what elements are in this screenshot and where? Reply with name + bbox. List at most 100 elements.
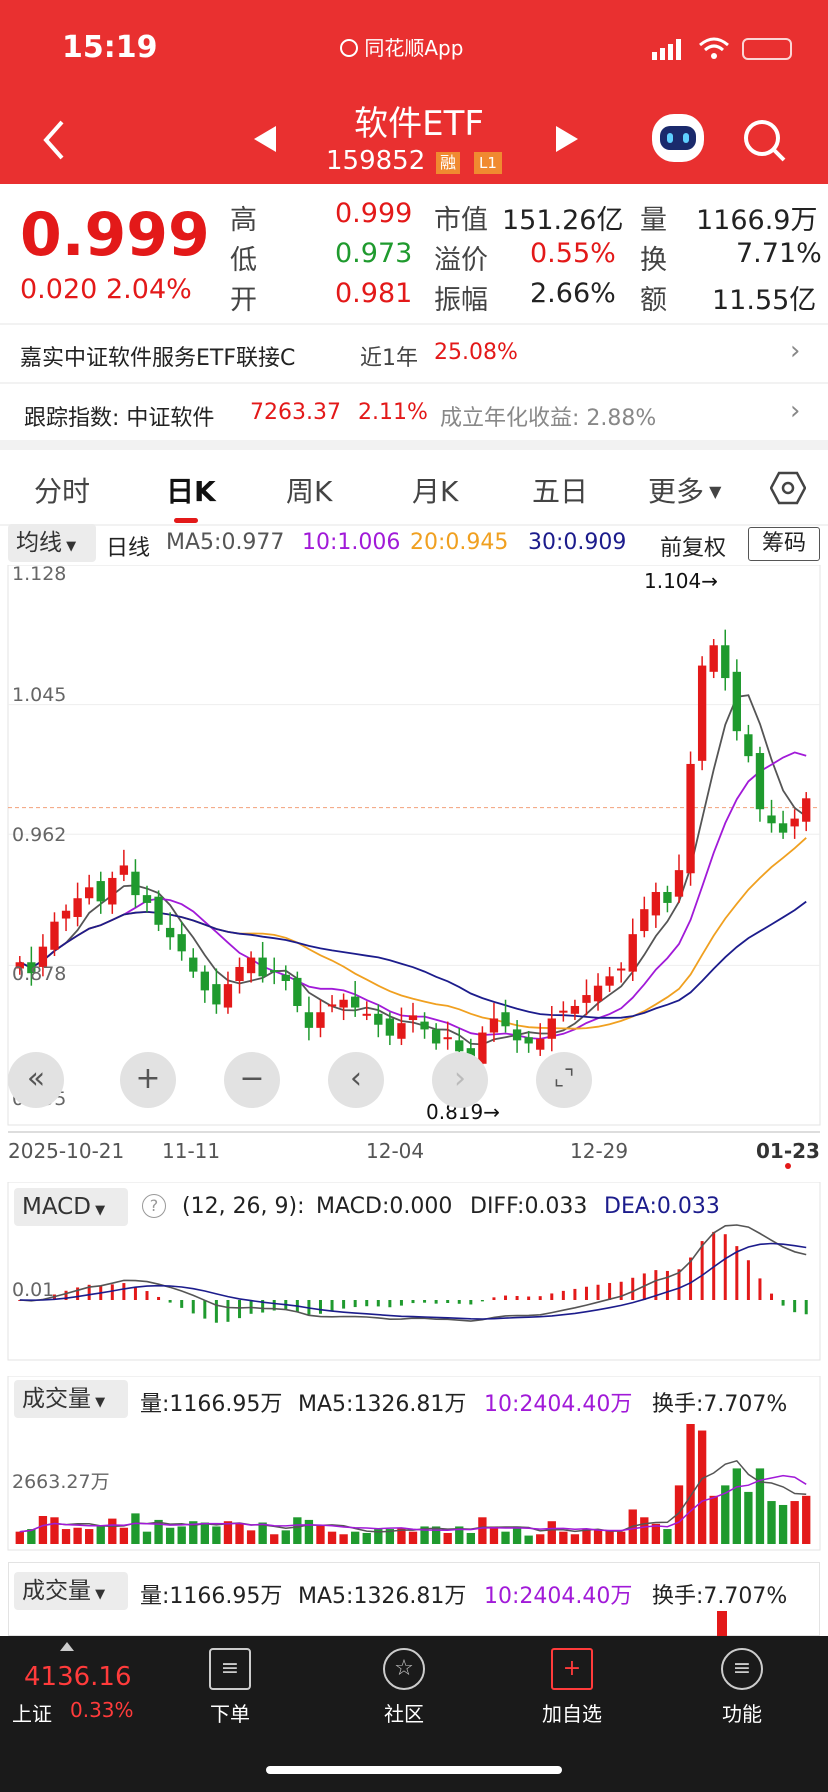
volume-bar (61, 1529, 71, 1544)
volume-ma10-line (19, 1474, 807, 1533)
scroll-left-icon[interactable]: ‹ (328, 1052, 384, 1108)
volume-chart: 2663.27万 (7, 1376, 821, 1551)
x-tick-label: 12-04 (366, 1139, 424, 1163)
y-tick-label: 1.045 (12, 684, 66, 706)
macd-bar (527, 1296, 531, 1300)
bottom-toolbar: 4136.16 上证 0.33% ≡ 下单 ☆ 社区 + 加自选 ≡ 功能 (0, 1636, 828, 1792)
candle (142, 895, 152, 903)
tab-monthly-k[interactable]: 月K (412, 475, 459, 508)
candle (455, 1040, 464, 1052)
tab-weekly-k[interactable]: 周K (286, 475, 333, 508)
volume-bar (38, 1515, 48, 1544)
next-stock-icon[interactable] (554, 124, 580, 158)
dropdown-icon: ▼ (91, 1587, 106, 1602)
volume-bar (397, 1527, 406, 1544)
zoom-out-icon[interactable]: − (224, 1052, 280, 1108)
macd-bar (434, 1300, 438, 1304)
tracking-index-row[interactable]: 跟踪指数: 中证软件 7263.37 2.11% 成立年化收益: 2.88% › (0, 384, 828, 440)
volume-bar (570, 1534, 580, 1544)
macd-bar (515, 1295, 519, 1300)
fullscreen-icon[interactable]: ⌞⌝ (536, 1052, 592, 1108)
candle (327, 1004, 337, 1007)
tracking-index-pct: 2.11% (358, 400, 428, 425)
robot-assistant-icon[interactable] (652, 114, 704, 162)
candle (304, 1012, 314, 1028)
help-icon[interactable]: ? (142, 1194, 166, 1218)
community-button[interactable]: ☆ 社区 (344, 1636, 464, 1727)
indicator-dropdown[interactable]: 均线 ▼ (8, 524, 96, 562)
index-value[interactable]: 4136.16 (24, 1662, 132, 1692)
volume-dropdown-2[interactable]: 成交量 ▼ (14, 1572, 128, 1610)
macd-bar (76, 1287, 80, 1300)
x-tick-label: 11-11 (162, 1139, 220, 1163)
candle (559, 1010, 568, 1013)
tab-intraday[interactable]: 分时 (34, 475, 91, 508)
volume-bar (755, 1468, 765, 1544)
macd-bar (157, 1296, 161, 1300)
macd-bar (469, 1300, 473, 1305)
function-button[interactable]: ≡ 功能 (682, 1636, 802, 1727)
macd-dropdown[interactable]: MACD ▼ (14, 1188, 128, 1226)
macd-bar (122, 1283, 126, 1300)
diff-value: DIFF:0.033 (470, 1194, 588, 1219)
macd-bar (770, 1293, 774, 1300)
settings-hex-icon[interactable] (769, 470, 807, 510)
volume-bar (744, 1491, 753, 1544)
macd-bar (631, 1277, 635, 1300)
back-icon[interactable] (40, 118, 68, 166)
chip-button[interactable]: 筹码 (748, 527, 820, 561)
candle (385, 1018, 395, 1036)
scroll-right-icon[interactable]: › (432, 1052, 488, 1108)
candle (108, 877, 117, 905)
candle (281, 974, 290, 982)
tracking-index-value: 7263.37 (250, 400, 341, 425)
volume-bar (85, 1529, 94, 1544)
macd-params: (12, 26, 9): (182, 1194, 305, 1219)
volume-label: 成交量 (22, 1578, 91, 1604)
macd-bar (272, 1300, 276, 1311)
macd-histogram (18, 1231, 808, 1323)
volume-bar (709, 1495, 718, 1544)
candles (15, 629, 811, 1077)
chart-gridlines (8, 704, 820, 966)
mktcap-label: 市值 (434, 205, 488, 236)
adjust-mode[interactable]: 前复权 (660, 536, 727, 561)
chevron-right-icon: › (790, 336, 801, 366)
order-button[interactable]: ≡ 下单 (170, 1636, 290, 1727)
candle (489, 1018, 499, 1033)
linked-fund-row[interactable]: 嘉实中证软件服务ETF联接C 近1年 25.08% › (0, 326, 828, 382)
dropdown-icon: ▼ (90, 1203, 106, 1218)
volume-dropdown[interactable]: 成交量 ▼ (14, 1380, 128, 1418)
tab-five-day[interactable]: 五日 (532, 475, 589, 508)
macd-bar (446, 1300, 450, 1303)
tab-more[interactable]: 更多 ▼ (648, 470, 721, 510)
volume-bar (559, 1531, 568, 1544)
scroll-left-fast-icon[interactable]: « (8, 1052, 64, 1108)
macd-bar (793, 1300, 797, 1313)
volume-bar (281, 1530, 290, 1544)
macd-bar (64, 1290, 68, 1300)
star-badge-icon: ☆ (383, 1648, 425, 1690)
candle (420, 1021, 429, 1030)
candle (15, 962, 24, 969)
volume-value: 量:1166.95万 (140, 1584, 283, 1609)
macd-bar (480, 1300, 484, 1302)
kline-chart[interactable]: 1.128 1.045 0.962 0.878 0.795 1.104→ 0.8… (0, 565, 828, 1190)
search-icon[interactable] (742, 118, 786, 166)
macd-bar (203, 1300, 207, 1319)
macd-bar (758, 1278, 762, 1300)
y-tick-label: 0.962 (12, 824, 66, 846)
low-value: 0.973 (335, 238, 413, 269)
volume-bar (674, 1485, 684, 1544)
add-watchlist-button[interactable]: + 加自选 (512, 1636, 632, 1727)
macd-bar (504, 1295, 508, 1300)
volume-ma-lines (19, 1459, 807, 1533)
tab-daily-k[interactable]: 日K (166, 475, 216, 508)
volume-bar (374, 1529, 383, 1544)
premium-label: 溢价 (434, 245, 488, 276)
volume-bar (258, 1522, 267, 1544)
zoom-in-icon[interactable]: + (120, 1052, 176, 1108)
prev-stock-icon[interactable] (252, 124, 278, 158)
macd-bar (168, 1300, 172, 1303)
divider (0, 382, 828, 384)
